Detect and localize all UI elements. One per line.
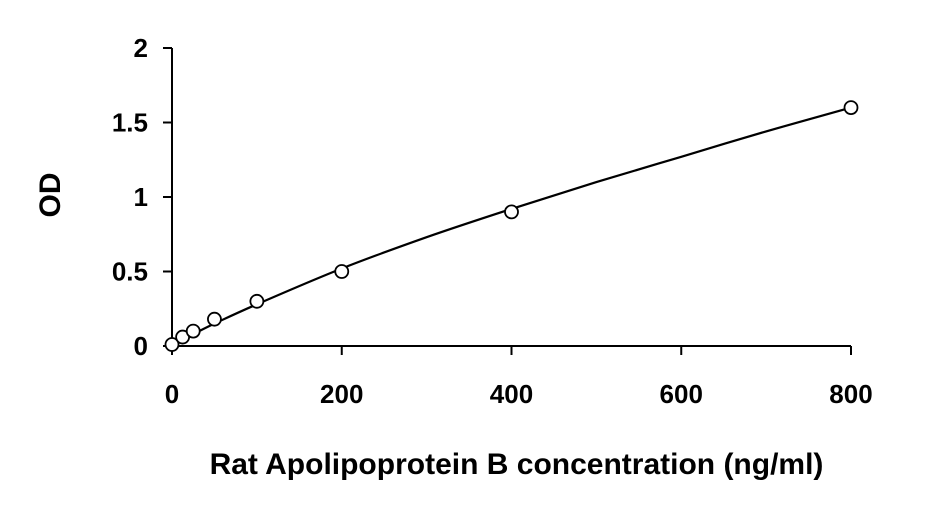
x-tick-label: 0 [165, 379, 179, 409]
data-point [185, 323, 201, 339]
y-tick-label: 1.5 [112, 108, 148, 138]
tick-labels: 0 0.5 1 1.5 2 0 200 400 600 800 [112, 33, 873, 409]
data-point [164, 337, 180, 352]
data-points [164, 100, 859, 352]
x-axis-title: Rat Apolipoprotein B concentration (ng/m… [210, 448, 824, 481]
y-tick-label: 1 [134, 182, 148, 212]
x-tick-label: 200 [320, 379, 363, 409]
data-point [334, 264, 350, 279]
data-point [207, 311, 222, 327]
y-axis-title: OD [34, 173, 67, 218]
x-tick-label: 600 [660, 379, 703, 409]
y-tick-label: 2 [134, 33, 148, 63]
x-tick-label: 800 [829, 379, 872, 409]
y-tick-label: 0 [134, 331, 148, 361]
x-tick-label: 400 [490, 379, 533, 409]
axes [171, 48, 851, 347]
fit-curve [171, 106, 852, 346]
fit-curve-group [171, 106, 852, 346]
tick-marks [163, 47, 852, 355]
data-point [843, 100, 859, 115]
data-point [504, 204, 519, 220]
data-point [249, 293, 265, 309]
y-tick-label: 0.5 [112, 257, 148, 287]
